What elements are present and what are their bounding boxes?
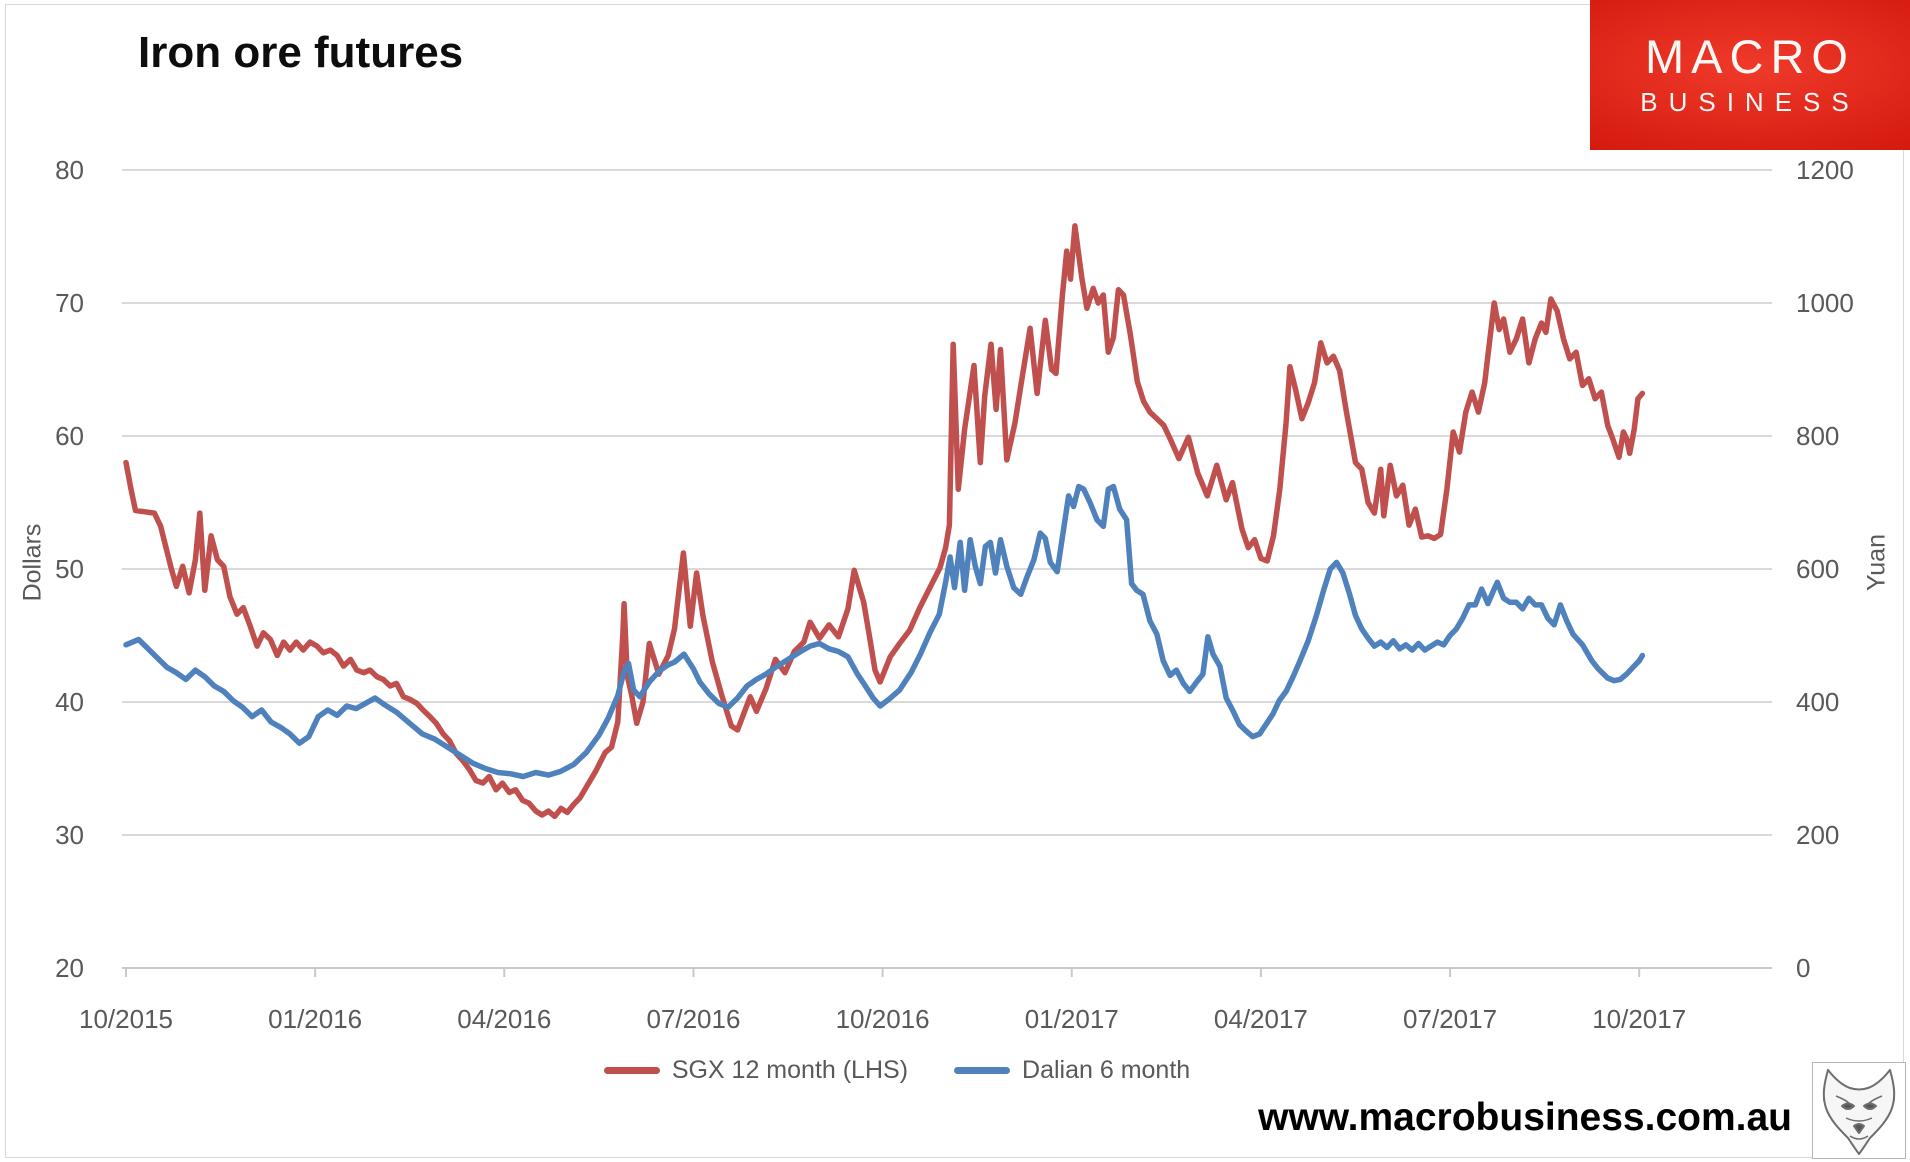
right-axis-tick-label: 800 xyxy=(1796,421,1839,451)
legend-label-sgx: SGX 12 month (LHS) xyxy=(671,1056,909,1084)
right-axis-title: Yuan xyxy=(1862,534,1891,592)
x-axis-tick-label: 10/2016 xyxy=(836,1004,930,1034)
macrobusiness-logo: MACRO BUSINESS xyxy=(1590,0,1910,150)
right-axis-tick-label: 400 xyxy=(1796,687,1839,717)
x-axis-tick-label: 10/2017 xyxy=(1592,1004,1686,1034)
x-axis-tick-label: 07/2016 xyxy=(646,1004,740,1034)
chart-legend: SGX 12 month (LHS) Dalian 6 month xyxy=(122,1056,1672,1085)
left-axis-tick-label: 20 xyxy=(55,953,84,983)
website-url: www.macrobusiness.com.au xyxy=(1258,1096,1792,1139)
legend-item-dalian: Dalian 6 month xyxy=(954,1056,1190,1085)
left-axis-title: Dollars xyxy=(18,523,47,602)
series-line-sgx xyxy=(123,223,1646,820)
fox-head-icon xyxy=(1822,1068,1896,1155)
x-axis-tick-label: 07/2017 xyxy=(1403,1004,1497,1034)
legend-label-dalian: Dalian 6 month xyxy=(1022,1056,1191,1084)
x-axis-tick-label: 04/2017 xyxy=(1214,1004,1308,1034)
chart-title: Iron ore futures xyxy=(138,28,464,77)
right-axis-tick-label: 1000 xyxy=(1796,288,1854,318)
x-axis-tick-label: 04/2016 xyxy=(457,1004,551,1034)
left-axis-tick-label: 70 xyxy=(55,288,84,318)
x-axis-tick-label: 01/2017 xyxy=(1025,1004,1119,1034)
dalian-line-swatch-icon xyxy=(954,1067,1011,1074)
series-line-dalian xyxy=(123,483,1646,780)
sgx-line-swatch-icon xyxy=(603,1067,660,1074)
left-axis-tick-label: 50 xyxy=(55,554,84,584)
left-axis-tick-label: 80 xyxy=(55,155,84,185)
right-axis-tick-label: 600 xyxy=(1796,554,1839,584)
right-axis-tick-label: 0 xyxy=(1796,953,1810,983)
logo-text-business: BUSINESS xyxy=(1640,87,1860,118)
right-axis-tick-label: 200 xyxy=(1796,820,1839,850)
x-axis-tick-label: 01/2016 xyxy=(268,1004,362,1034)
legend-item-sgx: SGX 12 month (LHS) xyxy=(603,1056,909,1085)
left-axis-tick-label: 40 xyxy=(55,687,84,717)
fox-stamp xyxy=(1812,1062,1906,1159)
left-axis-tick-label: 30 xyxy=(55,820,84,850)
left-axis-tick-label: 60 xyxy=(55,421,84,451)
x-axis-tick-label: 10/2015 xyxy=(79,1004,173,1034)
chart-border-frame xyxy=(5,4,1904,1158)
logo-text-macro: MACRO xyxy=(1645,29,1855,83)
right-axis-tick-label: 1200 xyxy=(1796,155,1854,185)
